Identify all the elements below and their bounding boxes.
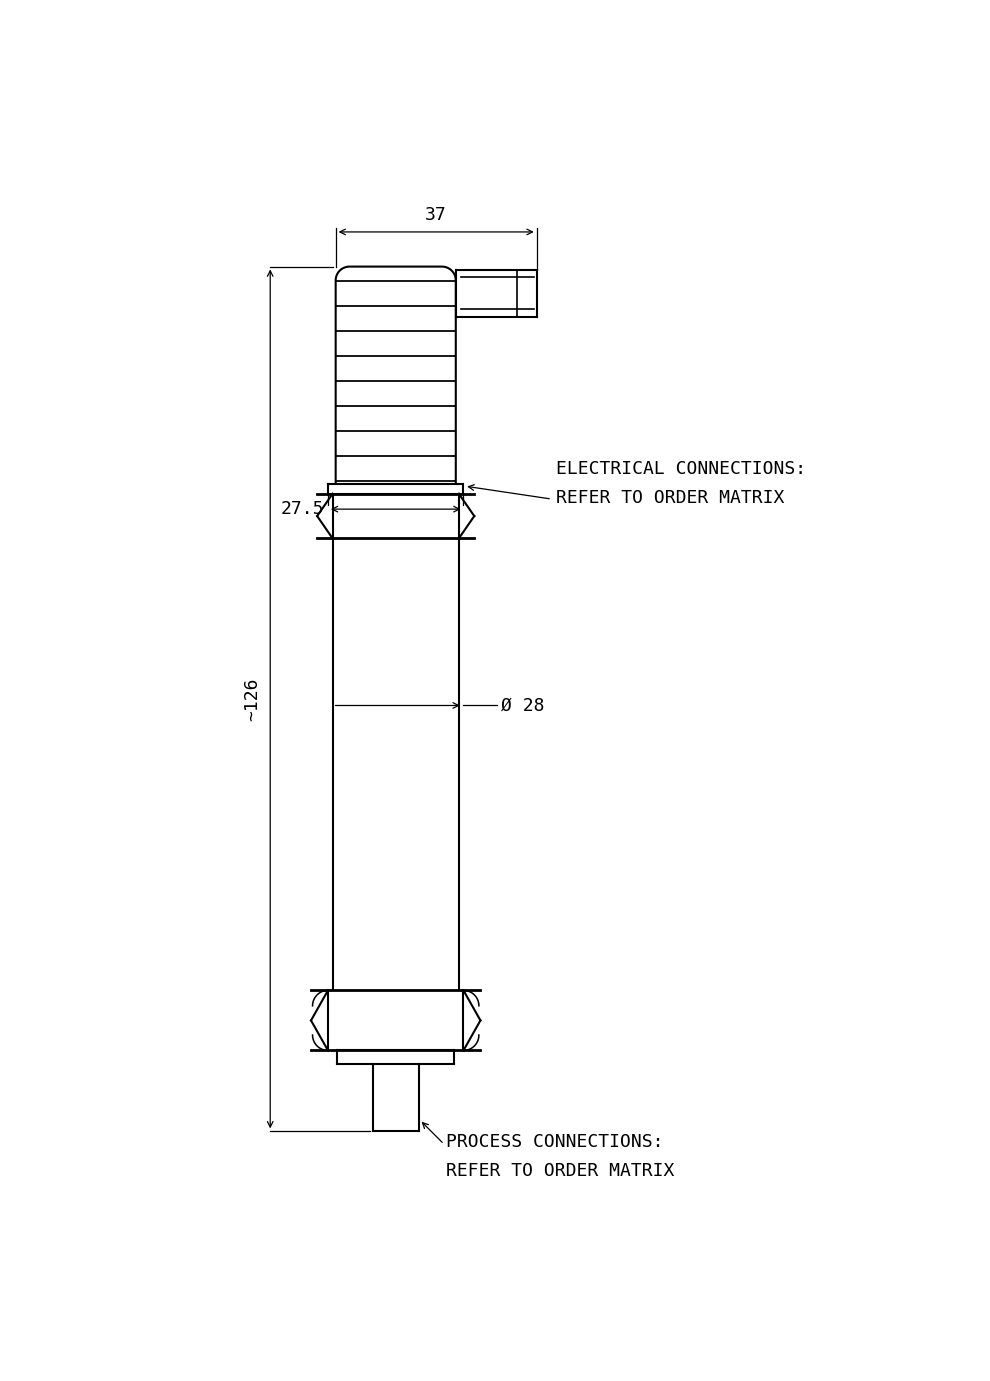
Text: PROCESS CONNECTIONS:: PROCESS CONNECTIONS: <box>446 1132 663 1150</box>
Text: REFER TO ORDER MATRIX: REFER TO ORDER MATRIX <box>446 1161 674 1179</box>
Text: 27.5: 27.5 <box>280 500 324 518</box>
Text: ELECTRICAL CONNECTIONS:: ELECTRICAL CONNECTIONS: <box>556 460 806 478</box>
Text: ~126: ~126 <box>243 677 261 721</box>
Text: REFER TO ORDER MATRIX: REFER TO ORDER MATRIX <box>556 489 784 507</box>
Text: Ø 28: Ø 28 <box>501 696 544 714</box>
Text: 37: 37 <box>426 206 447 224</box>
